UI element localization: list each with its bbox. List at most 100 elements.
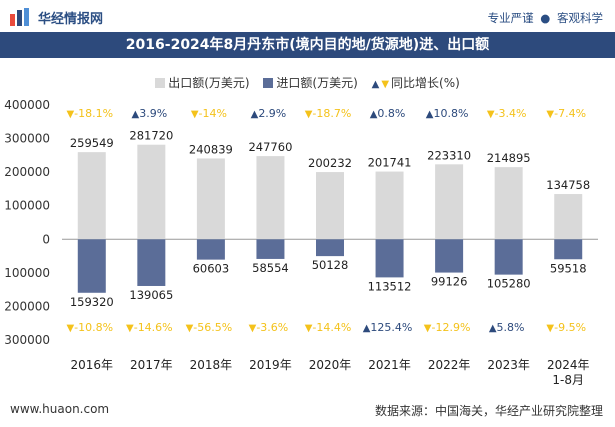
import-growth-label-value: 125.4% xyxy=(370,321,412,334)
import-growth-label-value: -14.4% xyxy=(312,321,351,334)
import-bar xyxy=(256,239,285,259)
import-growth-label: ▼-3.6% xyxy=(249,321,289,334)
export-growth-label-value: -18.7% xyxy=(312,107,351,120)
import-growth-label: ▼-9.5% xyxy=(546,321,586,334)
brand-name: 华经情报网 xyxy=(38,12,104,27)
up-triangle-icon: ▲ xyxy=(132,109,140,120)
export-value-label: 240839 xyxy=(189,142,233,156)
x-tick-label-line: 2018年 xyxy=(190,358,233,372)
y-tick-label: 100000 xyxy=(4,199,50,213)
import-growth-label: ▲5.8% xyxy=(489,321,525,334)
import-growth-label-value: -14.6% xyxy=(134,321,173,334)
up-triangle-icon: ▲ xyxy=(371,79,380,90)
y-tick-label: 300000 xyxy=(4,132,50,146)
up-triangle-icon: ▲ xyxy=(489,323,497,334)
legend-growth: ▲ ▼ 同比增长(%) xyxy=(372,74,460,91)
down-triangle-icon: ▼ xyxy=(66,323,74,334)
legend-import: 进口额(万美元) xyxy=(263,74,358,91)
export-value-label: 259549 xyxy=(70,136,114,150)
y-tick-label: 400000 xyxy=(4,98,50,112)
import-growth-label-value: -3.6% xyxy=(256,321,288,334)
export-growth-label-value: -3.4% xyxy=(495,107,527,120)
footer-site: www.huaon.com xyxy=(10,402,110,416)
down-triangle-icon: ▼ xyxy=(186,323,194,334)
export-growth-label-value: 2.9% xyxy=(258,107,286,120)
up-triangle-icon: ▲ xyxy=(370,109,378,120)
x-tick-label-line: 2019年 xyxy=(249,358,292,372)
export-bar xyxy=(256,156,285,240)
import-bar xyxy=(435,239,464,273)
import-growth-label-value: -10.8% xyxy=(74,321,113,334)
down-triangle-icon: ▼ xyxy=(249,323,257,334)
down-triangle-icon: ▼ xyxy=(305,109,313,120)
import-growth-label-value: 5.8% xyxy=(497,321,525,334)
y-tick-label: 300000 xyxy=(4,333,50,347)
export-growth-label-value: -14% xyxy=(199,107,227,120)
x-tick-label: 2019年 xyxy=(249,358,292,372)
x-tick-label-line: 2022年 xyxy=(428,358,471,372)
export-value-label: 200232 xyxy=(308,156,352,170)
x-tick-label-line: 2020年 xyxy=(309,358,352,372)
down-triangle-icon: ▼ xyxy=(66,109,74,120)
x-tick-label: 2021年 xyxy=(368,358,411,372)
import-value-label: 139065 xyxy=(129,288,173,302)
export-growth-label: ▲3.9% xyxy=(132,107,168,120)
import-growth-label-value: -12.9% xyxy=(432,321,471,334)
top-bar: 华经情报网 专业严谨 ● 客观科学 xyxy=(0,0,615,32)
export-bar xyxy=(554,194,583,240)
down-triangle-icon: ▼ xyxy=(126,323,134,334)
import-bar xyxy=(375,239,404,278)
chart: 400000 300000 200000 100000 0 100000 200000 300… xyxy=(4,98,598,387)
import-bar xyxy=(554,239,583,260)
import-growth-label: ▼-56.5% xyxy=(186,321,233,334)
legend-growth-label: 同比增长(%) xyxy=(391,76,460,90)
import-value-label: 50128 xyxy=(312,258,349,272)
import-growth-label-value: -56.5% xyxy=(193,321,232,334)
export-value-label: 281720 xyxy=(129,129,173,143)
import-bar xyxy=(196,239,225,260)
y-tick-label: 200000 xyxy=(4,165,50,179)
up-triangle-icon: ▲ xyxy=(251,109,259,120)
legend: 出口额(万美元) 进口额(万美元) ▲ ▼ 同比增长(%) xyxy=(0,74,615,91)
x-tick-label: 2016年 xyxy=(71,358,114,372)
import-value-label: 105280 xyxy=(487,277,531,291)
down-triangle-icon: ▼ xyxy=(305,323,313,334)
export-growth-label: ▼-18.1% xyxy=(66,107,113,120)
export-growth-label: ▼-14% xyxy=(191,107,227,120)
import-bar xyxy=(494,239,523,275)
down-triangle-icon: ▼ xyxy=(424,323,432,334)
export-bar xyxy=(435,164,464,240)
import-growth-label: ▼-12.9% xyxy=(424,321,471,334)
export-value-label: 134758 xyxy=(546,178,590,192)
down-triangle-icon: ▼ xyxy=(381,79,390,90)
export-value-label: 201741 xyxy=(368,156,412,170)
import-value-label: 58554 xyxy=(252,261,289,275)
export-value-label: 223310 xyxy=(427,148,471,162)
x-tick-label-line: 2024年 xyxy=(547,358,590,372)
down-triangle-icon: ▼ xyxy=(546,323,554,334)
x-tick-label: 2023年 xyxy=(487,358,530,372)
import-growth-label: ▼-14.4% xyxy=(305,321,352,334)
legend-import-swatch xyxy=(263,78,274,88)
export-bar xyxy=(494,167,523,240)
export-value-label: 247760 xyxy=(248,140,292,154)
import-growth-label: ▲125.4% xyxy=(363,321,413,334)
down-triangle-icon: ▼ xyxy=(191,109,199,120)
export-value-label: 214895 xyxy=(487,151,531,165)
export-bar xyxy=(196,158,225,240)
footer-source: 数据来源：中国海关，华经产业研究院整理 xyxy=(374,404,603,418)
up-triangle-icon: ▲ xyxy=(363,323,371,334)
export-growth-label-value: -7.4% xyxy=(554,107,586,120)
footer: www.huaon.com 数据来源：中国海关，华经产业研究院整理 xyxy=(0,395,615,427)
export-bar xyxy=(77,152,106,240)
legend-import-label: 进口额(万美元) xyxy=(276,76,358,90)
import-bar xyxy=(316,239,344,257)
export-bar xyxy=(316,172,344,240)
export-growth-label: ▲0.8% xyxy=(370,107,406,120)
export-growth-label-value: 10.8% xyxy=(433,107,468,120)
tagline-left: 专业严谨 xyxy=(487,11,534,25)
x-tick-label-line: 2017年 xyxy=(130,358,173,372)
import-value-label: 99126 xyxy=(431,275,468,289)
import-growth-label: ▼-10.8% xyxy=(66,321,113,334)
